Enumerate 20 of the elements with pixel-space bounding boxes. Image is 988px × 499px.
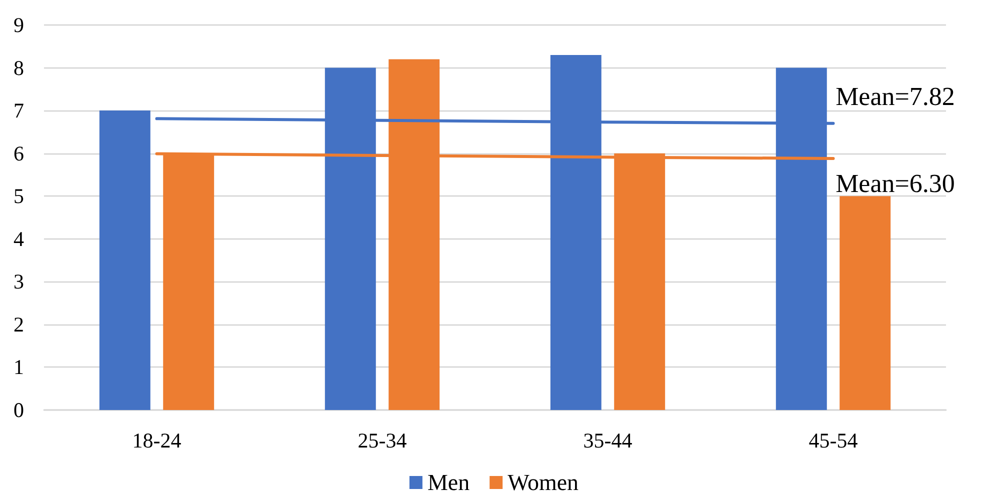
y-tick-label: 0 (14, 398, 24, 422)
x-tick-label: 25-34 (358, 428, 408, 452)
legend-label: Men (427, 470, 470, 495)
series-label: Mean=6.30 (836, 168, 955, 198)
x-tick-label: 18-24 (132, 428, 182, 452)
y-tick-label: 4 (14, 226, 24, 251)
y-tick-label: 8 (14, 56, 24, 80)
y-tick-label: 9 (14, 13, 24, 37)
y-tick-label: 5 (14, 184, 24, 208)
y-tick-label: 2 (14, 312, 24, 336)
y-tick-label: 1 (14, 355, 24, 380)
x-tick-label: 35-44 (583, 428, 633, 452)
bar (99, 110, 150, 410)
x-tick-label: 45-54 (808, 428, 858, 452)
legend-label: Women (508, 470, 580, 495)
y-tick-label: 3 (14, 270, 24, 294)
y-tick-label: 6 (14, 141, 24, 166)
bar (840, 196, 891, 410)
series-label: Mean=7.82 (836, 82, 955, 111)
y-tick-label: 7 (14, 98, 24, 123)
